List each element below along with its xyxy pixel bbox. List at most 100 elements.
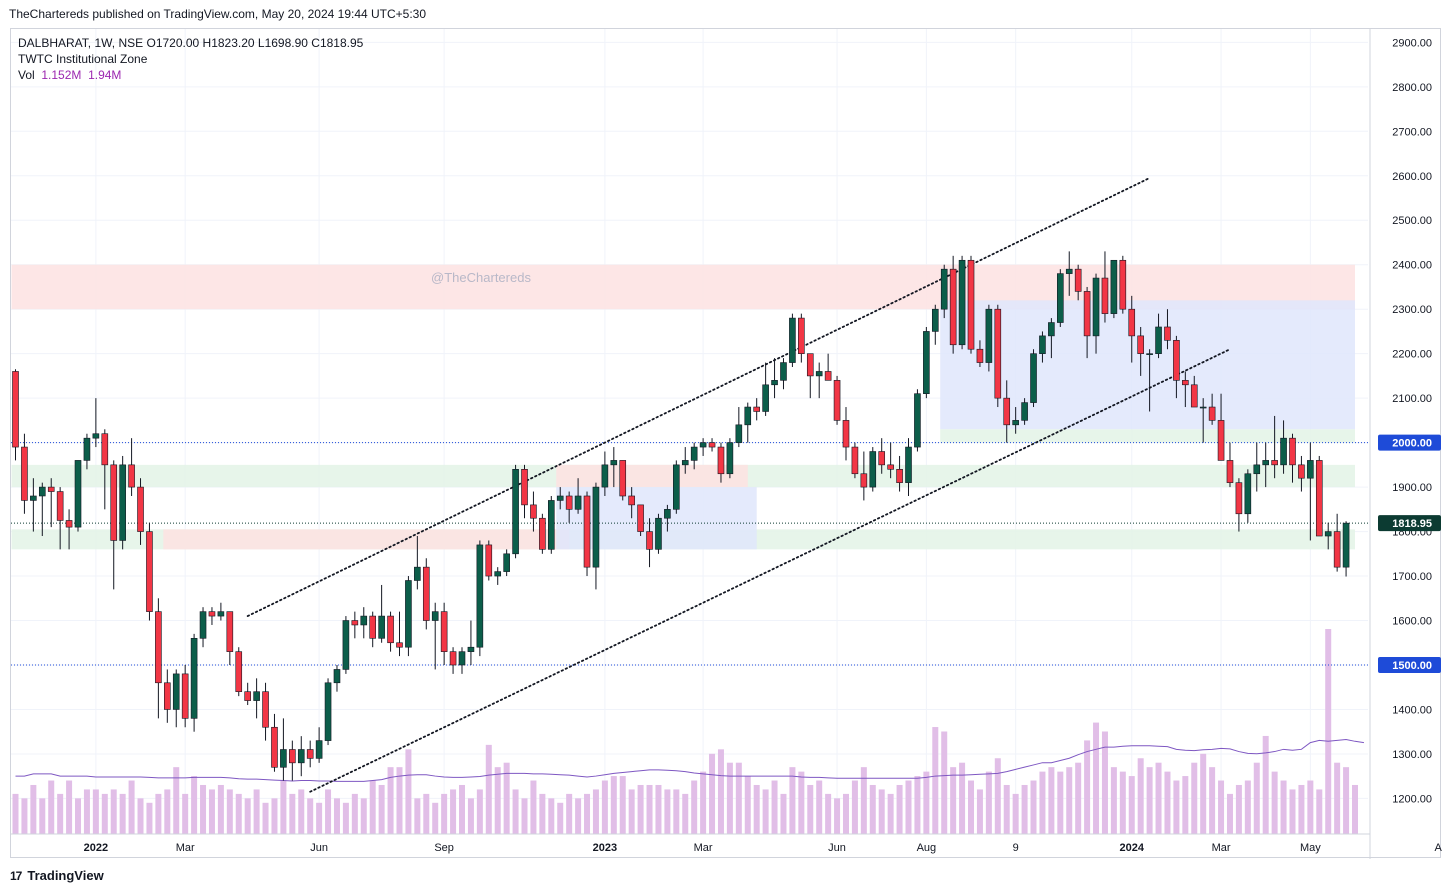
volume-bar [1128,776,1135,834]
price-tick-label: 2300.00 [1392,304,1432,316]
volume-bar [396,767,403,834]
symbol-legend: DALBHARAT, 1W, NSE O1720.00 H1823.20 L16… [18,36,364,50]
alert-price-label[interactable]: 1500.00 [1378,656,1441,673]
volume-bar [360,798,367,834]
volume-bar [21,798,28,834]
volume-bar [200,784,207,834]
volume-bar [976,789,983,834]
candle-body [815,371,823,377]
candle-body [1298,464,1305,479]
chart-pane[interactable]: @TheChartereds 2900.00 2800.00 2700.00 2600… [10,28,1442,859]
candle-body [610,460,618,466]
volume-bar [601,780,608,834]
candle-body [1057,273,1064,323]
candle [181,664,189,728]
volume-bar [1048,767,1055,834]
candle-body [110,464,118,541]
candle [681,447,689,474]
candle [1315,455,1323,537]
candle [958,255,966,350]
price-tick-label: 1200.00 [1392,793,1432,805]
volume-bar [655,784,662,834]
volume-bar [119,793,126,834]
volume-bar [1164,771,1171,834]
candle [753,398,760,421]
candle-body [762,384,769,412]
candle-body [896,469,903,483]
candle-body [1182,380,1189,386]
volume-bar [369,780,376,834]
indicator-legend[interactable]: TWTC Institutional Zone [18,52,148,66]
volume-bar [1012,793,1019,834]
trendline[interactable] [246,177,1151,617]
price-label-text: 1500.00 [1392,660,1432,672]
candle [342,616,350,674]
volume-bar [807,784,814,834]
candle-body [1092,277,1100,337]
candle-body [422,566,430,621]
candle [619,460,627,501]
candle [592,482,600,590]
brand-name: TradingView [27,868,104,883]
candle [815,362,823,399]
candle-body [744,406,752,426]
candle-body [905,446,912,483]
candle [521,464,528,519]
candle-body [83,437,91,461]
volume-bar [575,798,582,834]
volume-bar [914,776,921,834]
price-label-bg [1378,434,1441,451]
candle [431,602,439,670]
candle [315,727,323,763]
alert-price-label[interactable]: 2000.00 [1378,434,1441,451]
candle-body [940,268,948,310]
tradingview-logo-icon: 17 [10,868,22,883]
volume-bar [351,793,358,834]
price-chart[interactable]: @TheChartereds 2900.00 2800.00 2700.00 2600… [11,29,1442,859]
candle-body [1262,460,1269,466]
volume-bar [923,771,930,834]
volume-bar [1209,767,1216,834]
volume-bar [789,767,796,834]
candle [244,682,251,706]
volume-bar [298,789,305,834]
volume-legend[interactable]: Vol 1.152M 1.94M [18,67,121,83]
volume-bar [1057,771,1064,834]
price-tick-label: 2400.00 [1392,260,1432,272]
candle [601,451,609,496]
volume-bar [1262,735,1269,834]
last-price-label[interactable]: 1818.95 [1378,515,1441,532]
candle [47,478,55,528]
candle-body [92,433,100,439]
time-tick-label: Mar [1212,842,1231,854]
volume-bar [459,784,465,834]
volume-bar [476,789,483,834]
candle [914,389,921,452]
volume-bar [66,780,73,834]
candle-body [1333,531,1341,568]
candle-body [1342,522,1350,568]
candle-body [1235,482,1243,515]
volume-bar [1021,784,1028,834]
candle-body [101,433,109,466]
candle [771,358,778,399]
candle-body [1244,473,1252,515]
candle [1101,251,1109,323]
candle [467,620,475,665]
tradingview-brand[interactable]: 17 TradingView [10,868,104,883]
volume-bar [905,780,912,834]
price-tick-label: 2900.00 [1392,37,1432,49]
time-tick-label: 2022 [84,842,108,854]
candle-body [949,268,957,346]
candle [833,375,841,425]
candle [378,584,385,643]
volume-bar [235,793,242,834]
volume-bar [342,802,349,834]
price-tick-label: 1600.00 [1392,616,1432,628]
volume-bar [530,780,537,834]
candle [1003,380,1011,443]
candle [539,513,546,554]
candle [351,611,359,639]
trendline[interactable] [309,348,1231,793]
candle-body [753,406,760,412]
